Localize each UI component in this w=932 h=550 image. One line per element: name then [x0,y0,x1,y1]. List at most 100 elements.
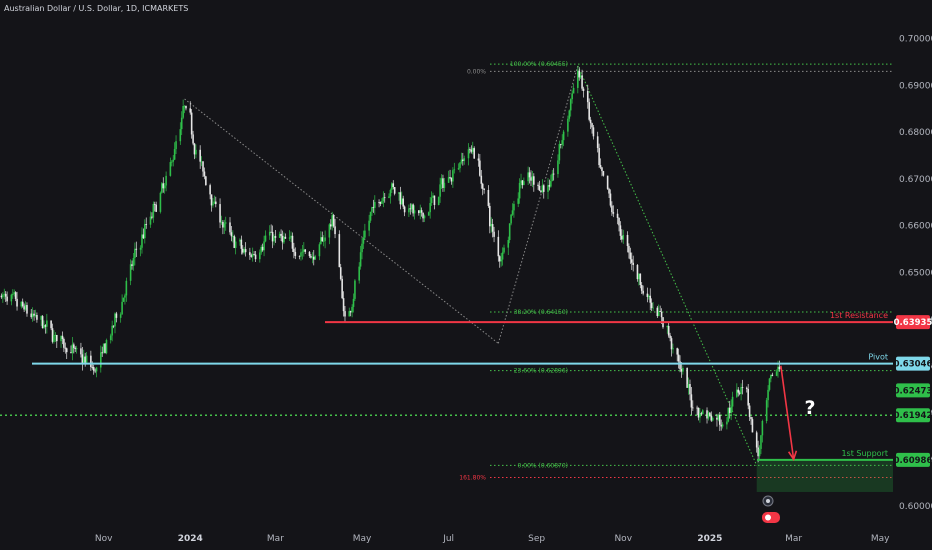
candle-body [324,237,326,241]
candle-body [230,232,233,237]
candle-body [298,255,301,257]
candle-body [728,407,731,413]
candle-body [493,231,495,237]
candle-body [159,192,162,212]
x-tick-label: Mar [267,534,284,544]
candle-body [288,237,291,239]
candle-body [60,335,62,342]
candles-layer [0,67,781,463]
candle-body [368,220,370,231]
candle-body [334,226,336,235]
candle-body [224,222,227,224]
candle-body [568,110,571,119]
candle-body [249,252,251,256]
candle-body [777,366,779,372]
candle-body [34,315,37,316]
candle-body [40,316,42,320]
candle-body [457,168,460,170]
candle-body [531,176,534,181]
candle-body [771,374,774,376]
candle-body [339,267,342,279]
candle-body [175,141,177,150]
candle-body [701,410,704,415]
candle-body [85,355,88,363]
candle-body [748,405,751,417]
candle-body [682,367,684,372]
candle-body [646,293,649,297]
candle-body [293,248,295,252]
candle-body [274,236,277,238]
trendline [577,65,758,466]
candle-body [761,420,764,436]
candle-body [572,87,575,94]
candle-body [241,248,244,253]
candle-body [497,236,500,257]
candle-body [294,251,297,256]
fib-level-label: 0.00% [467,68,486,75]
candle-body [422,212,424,219]
candle-body [656,307,659,317]
candle-body [716,417,718,420]
candle-body [452,170,454,182]
candle-body [433,195,436,206]
candle-body [312,256,315,260]
x-tick-label: Sep [528,534,545,544]
candle-body [223,223,226,228]
candle-body [612,212,615,214]
event-icons[interactable] [762,495,780,523]
candle-body [650,302,653,309]
candle-body [338,234,341,268]
price-tag-label: 0.63046 [894,360,932,370]
candle-body [447,177,450,183]
candle-body [318,244,321,257]
candle-body [423,215,426,219]
candle-body [81,354,84,364]
candle-body [699,413,701,418]
candle-body [760,435,762,449]
candle-body [547,185,549,192]
candle-body [144,224,146,239]
time-axis[interactable]: Nov 2024 Mar May Jul Sep Nov 2025 Mar May [95,534,890,544]
level-label: 1st Resistance [830,311,888,320]
candle-body [517,198,519,204]
candle-body [341,278,343,299]
candle-body [210,194,213,206]
candle-body [707,412,710,419]
candle-body [628,246,630,253]
candle-body [371,207,373,212]
candle-body [75,348,78,350]
candle-body [718,414,721,425]
candle-body [26,305,28,314]
x-tick-label: Mar [785,534,802,544]
price-tag-label: 0.63935 [894,318,932,328]
candle-body [508,223,511,241]
candle-body [84,356,86,363]
projection-layer: ? [780,365,816,462]
candle-body [290,235,292,238]
candle-body [44,325,47,327]
chart-title: Australian Dollar / U.S. Dollar, 1D, ICM… [4,4,189,13]
candle-body [91,367,94,368]
candle-body [548,185,551,187]
candle-body [21,301,24,307]
candle-body [199,149,201,162]
candle-body [139,247,142,250]
candle-body [63,339,65,348]
candle-body [463,158,466,161]
candle-body [528,172,531,178]
candle-body [586,90,589,103]
candle-body [361,243,363,253]
candle-body [621,235,623,240]
candle-body [234,241,237,248]
candle-body [344,311,346,317]
candle-body [11,293,14,295]
candle-body [65,348,68,353]
candle-body [254,254,257,260]
candle-body [552,173,555,175]
trendline-layer [184,65,758,466]
candle-body [205,176,207,186]
candle-body [460,159,463,163]
